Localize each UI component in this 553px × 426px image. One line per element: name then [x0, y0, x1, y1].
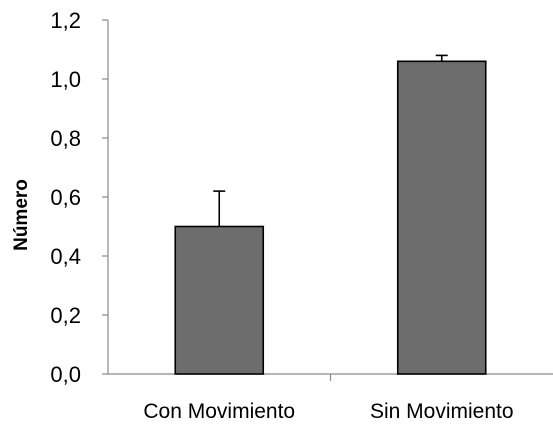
- y-tick-label: 0,2: [50, 303, 81, 328]
- y-tick-label: 0,4: [50, 244, 81, 269]
- y-axis-title: Número: [11, 179, 32, 251]
- bar: [174, 225, 265, 375]
- x-category-labels: Con Movimiento Sin Movimiento: [143, 400, 513, 423]
- y-tick-label: 0,8: [50, 126, 81, 151]
- bars: [174, 54, 487, 375]
- x-category-label: Sin Movimiento: [370, 400, 514, 423]
- y-tick-label: 0,0: [50, 362, 81, 387]
- y-tick-label: 1,0: [50, 67, 81, 92]
- bar: [396, 60, 487, 375]
- y-tick-label: 1,2: [50, 8, 81, 33]
- y-tick-labels: 0,0 0,2 0,4 0,6 0,8 1,0 1,2: [50, 8, 81, 387]
- x-category-label: Con Movimiento: [143, 400, 295, 423]
- y-tick-label: 0,6: [50, 185, 81, 210]
